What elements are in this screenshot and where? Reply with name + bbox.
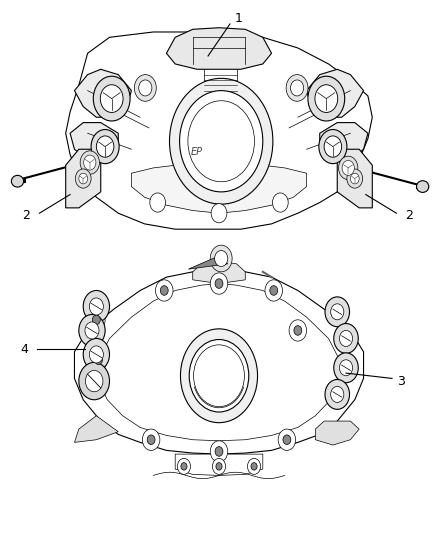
Circle shape [278, 429, 296, 450]
Circle shape [96, 136, 114, 157]
Polygon shape [188, 256, 228, 269]
Polygon shape [204, 69, 237, 112]
Circle shape [265, 280, 283, 301]
Circle shape [147, 435, 155, 445]
Circle shape [79, 314, 105, 346]
Text: 3: 3 [397, 375, 405, 387]
Circle shape [150, 193, 166, 212]
Circle shape [91, 130, 119, 164]
Circle shape [210, 245, 232, 272]
Circle shape [85, 370, 103, 392]
Polygon shape [307, 69, 364, 117]
Circle shape [88, 309, 105, 330]
Circle shape [142, 429, 160, 450]
Circle shape [324, 136, 342, 157]
Polygon shape [66, 32, 372, 229]
Circle shape [90, 349, 107, 370]
Circle shape [283, 435, 291, 445]
Circle shape [216, 463, 222, 470]
Circle shape [211, 204, 227, 223]
Circle shape [272, 193, 288, 212]
Circle shape [215, 447, 223, 456]
Circle shape [334, 324, 358, 353]
Circle shape [89, 346, 103, 363]
Circle shape [83, 338, 110, 370]
Polygon shape [166, 28, 272, 69]
Circle shape [286, 75, 308, 101]
Circle shape [85, 322, 99, 339]
Circle shape [270, 286, 278, 295]
Polygon shape [74, 269, 364, 454]
Circle shape [79, 362, 110, 400]
Circle shape [215, 251, 228, 266]
Text: 2: 2 [22, 209, 30, 222]
Circle shape [170, 78, 273, 204]
Circle shape [339, 156, 358, 180]
Circle shape [155, 280, 173, 301]
Circle shape [331, 304, 344, 320]
Circle shape [75, 169, 91, 188]
Circle shape [315, 85, 338, 112]
Circle shape [93, 76, 130, 121]
Polygon shape [175, 454, 263, 475]
Circle shape [325, 297, 350, 327]
Circle shape [308, 76, 345, 121]
Circle shape [83, 290, 110, 322]
Polygon shape [131, 164, 307, 213]
Circle shape [177, 458, 191, 474]
Circle shape [212, 458, 226, 474]
Circle shape [342, 160, 354, 175]
Text: EP: EP [191, 147, 202, 157]
Circle shape [289, 320, 307, 341]
Circle shape [210, 441, 228, 462]
Circle shape [89, 298, 103, 315]
Polygon shape [315, 421, 359, 445]
Ellipse shape [417, 181, 429, 192]
Text: 1: 1 [235, 12, 243, 25]
Circle shape [247, 458, 261, 474]
Circle shape [80, 151, 99, 174]
Circle shape [334, 353, 358, 383]
Circle shape [319, 130, 347, 164]
Circle shape [347, 169, 363, 188]
Circle shape [134, 75, 156, 101]
Circle shape [92, 315, 100, 325]
Circle shape [215, 279, 223, 288]
Polygon shape [320, 123, 368, 160]
Circle shape [350, 173, 359, 184]
Circle shape [181, 463, 187, 470]
Circle shape [160, 286, 168, 295]
Circle shape [95, 355, 102, 365]
Circle shape [210, 273, 228, 294]
Polygon shape [74, 416, 118, 442]
Circle shape [290, 80, 304, 96]
Ellipse shape [11, 175, 24, 187]
Polygon shape [337, 149, 372, 208]
Circle shape [139, 80, 152, 96]
Circle shape [339, 330, 353, 346]
Polygon shape [74, 69, 131, 117]
Circle shape [251, 463, 257, 470]
Circle shape [180, 91, 263, 192]
Circle shape [325, 379, 350, 409]
Text: 2: 2 [406, 209, 413, 222]
Circle shape [294, 326, 302, 335]
Circle shape [331, 386, 344, 402]
Polygon shape [193, 261, 245, 284]
Text: 4: 4 [20, 343, 28, 356]
Circle shape [100, 85, 123, 112]
Circle shape [339, 360, 353, 376]
Polygon shape [66, 149, 101, 208]
Circle shape [79, 173, 88, 184]
Circle shape [180, 329, 258, 423]
Circle shape [188, 101, 254, 182]
Polygon shape [70, 123, 118, 160]
Circle shape [194, 345, 244, 407]
Circle shape [84, 155, 96, 170]
Circle shape [189, 340, 249, 412]
